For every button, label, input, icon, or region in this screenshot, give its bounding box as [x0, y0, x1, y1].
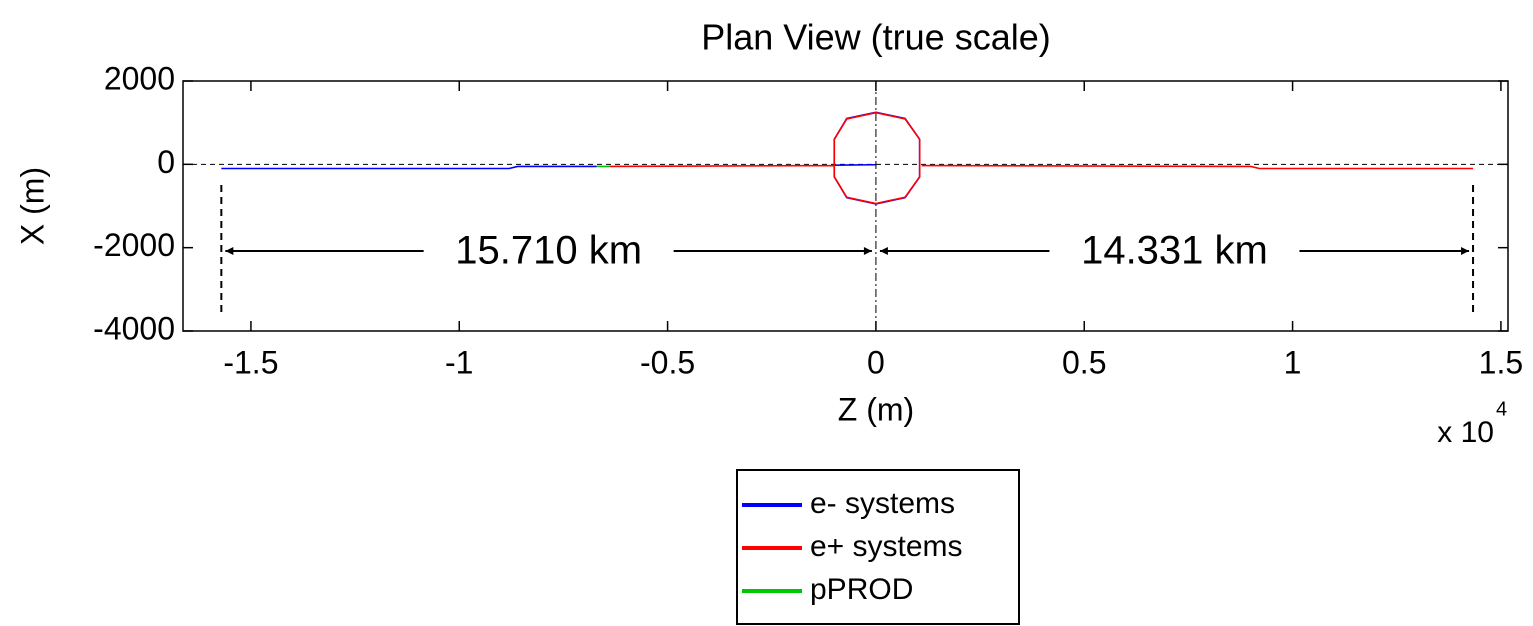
- axes-box: [182, 80, 1509, 332]
- x-tick-label: -1: [445, 344, 473, 380]
- x-tick-label: 1: [1284, 344, 1302, 380]
- y-tick-label: -2000: [93, 227, 175, 263]
- dimension-label: 14.331 km: [1081, 229, 1268, 273]
- x-tick-label: -0.5: [640, 344, 695, 380]
- x-tick-label: 0: [867, 344, 885, 380]
- y-tick-label: 0: [157, 144, 175, 180]
- legend-label: pPROD: [810, 573, 913, 606]
- x-exponent: 4: [1496, 398, 1507, 420]
- x-tick-label: 0.5: [1062, 344, 1106, 380]
- x-tick-label: 1.5: [1479, 344, 1523, 380]
- series-line: [609, 111, 1474, 205]
- x-multiplier: x 10: [1437, 416, 1494, 449]
- legend: e- systems e+ systems pPROD: [736, 469, 1020, 625]
- x-tick-label: -1.5: [223, 344, 278, 380]
- y-tick-label: -4000: [93, 310, 175, 346]
- dimension-label: 15.710 km: [455, 229, 642, 273]
- series-line: [221, 111, 921, 205]
- legend-label: e+ systems: [810, 530, 963, 563]
- legend-label: e- systems: [810, 487, 955, 520]
- chart-title: Plan View (true scale): [701, 17, 1051, 58]
- y-tick-label: 2000: [104, 60, 175, 96]
- y-axis-label: X (m): [14, 167, 50, 245]
- x-axis-label: Z (m): [838, 391, 914, 427]
